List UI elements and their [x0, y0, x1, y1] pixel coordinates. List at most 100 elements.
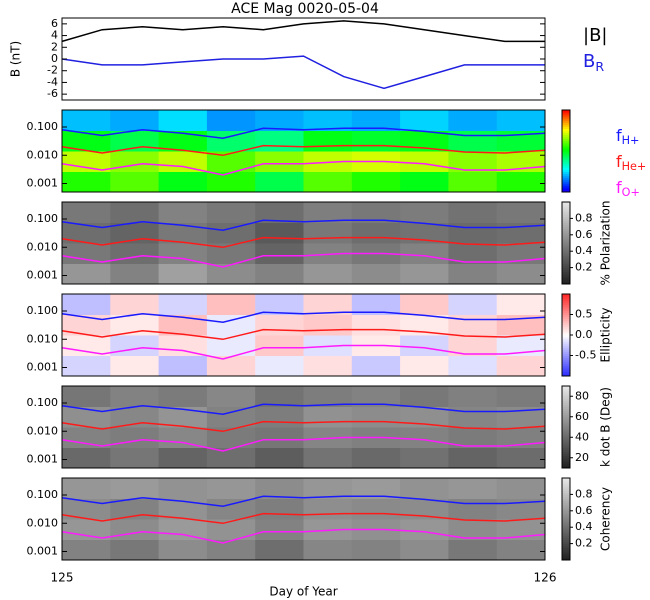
y-tick-label: 0.010 — [27, 148, 59, 161]
series-line — [61, 512, 546, 525]
colorbar-step — [562, 259, 570, 262]
heatmap-cell — [255, 406, 304, 428]
colorbar-step — [562, 222, 570, 226]
heatmap-cell — [400, 355, 449, 377]
heatmap-cell — [62, 386, 111, 407]
colorbar-step — [562, 463, 570, 467]
colorbar-step — [562, 359, 570, 363]
legend-name: B — [583, 51, 595, 72]
heatmap-cell — [110, 335, 160, 356]
heatmap-cell — [206, 355, 256, 377]
heatmap-cell — [255, 222, 304, 244]
colorbar-step — [562, 521, 570, 524]
colorbar-step — [562, 339, 570, 342]
heatmap-cell — [496, 447, 546, 469]
y-tick-label: 0.001 — [27, 360, 59, 373]
heatmap-cell — [303, 171, 353, 193]
colorbar-step — [562, 439, 570, 442]
colorbar-step — [562, 279, 570, 283]
heatmap-cell — [62, 478, 111, 499]
y-tick-label: 0.001 — [27, 544, 59, 557]
heatmap-cell — [496, 519, 546, 540]
heatmap-cell — [62, 447, 111, 469]
y-tick-label: -4 — [47, 75, 58, 88]
colorbar-step — [562, 294, 570, 297]
colorbar-step — [562, 398, 570, 401]
heatmap-cell — [496, 335, 546, 356]
colorbar-step — [562, 253, 570, 256]
chart-title: ACE Mag 0020-05-04 — [231, 1, 379, 17]
colorbar-tick-label: 0.0 — [575, 328, 593, 341]
colorbar-tick-label: 0.6 — [575, 504, 593, 517]
plot-frame — [61, 385, 546, 469]
heatmap-cell — [158, 151, 208, 172]
legend-entry: BR — [583, 51, 604, 74]
heatmap-cell — [351, 355, 401, 377]
heatmap-cell — [400, 314, 449, 336]
colorbar-step — [562, 355, 570, 359]
colorbar-step — [562, 353, 570, 356]
colorbar-step — [562, 257, 570, 260]
colorbar-step — [562, 312, 570, 315]
colorbar-step — [562, 441, 570, 444]
heatmap-cell — [351, 478, 401, 499]
colorbar-step — [562, 488, 570, 491]
colorbar-step — [562, 247, 570, 250]
colorbar-step — [562, 175, 570, 179]
heatmap-cell — [158, 171, 208, 193]
colorbar-step — [562, 416, 570, 420]
colorbar-step — [562, 314, 570, 318]
legend-name: f — [616, 152, 622, 171]
colorbar-step — [562, 112, 570, 115]
colorbar-step — [562, 373, 570, 377]
colorbar-step — [562, 161, 570, 164]
heatmap-cell — [303, 498, 353, 520]
heatmap-cell — [158, 335, 208, 356]
colorbar-step — [562, 484, 570, 487]
colorbar-tick-label: 40 — [575, 430, 589, 443]
heatmap-cell — [448, 151, 498, 172]
heatmap-cell — [496, 386, 546, 407]
colorbar-frame — [561, 201, 571, 285]
colorbar-tick-label: 80 — [575, 389, 589, 402]
heatmap-cell — [400, 222, 449, 244]
heatmap-cell — [496, 202, 546, 223]
colorbar-step — [562, 363, 570, 367]
heatmap-cell — [400, 406, 449, 428]
colorbar-step — [562, 482, 570, 485]
heatmap-cell — [448, 263, 498, 285]
heatmap-cell — [206, 498, 256, 520]
y-tick-label: 0.001 — [27, 268, 59, 281]
heatmap-cell — [448, 171, 498, 193]
colorbar-step — [562, 306, 570, 309]
heatmap-cell — [448, 498, 498, 520]
colorbar-step — [562, 455, 570, 459]
heatmap-cell — [158, 539, 208, 561]
colorbar-step — [562, 533, 570, 536]
colorbar-step — [562, 300, 570, 303]
heatmap-cell — [206, 386, 256, 407]
y-tick-label: 0.100 — [27, 488, 59, 501]
heatmap-cell — [255, 294, 304, 315]
heatmap-cell — [62, 427, 111, 448]
series-line — [61, 127, 546, 139]
series-line — [61, 420, 546, 433]
colorbar-step — [562, 167, 570, 170]
x-tick-label: 125 — [51, 571, 74, 585]
colorbar-step — [562, 332, 570, 336]
colorbar-step — [562, 351, 570, 354]
heatmap-cell — [303, 314, 353, 336]
heatmap-cell — [206, 447, 256, 469]
colorbar-step — [562, 343, 570, 346]
colorbar-step — [562, 394, 570, 397]
heatmap-cell — [351, 314, 401, 336]
colorbar-step — [562, 275, 570, 279]
y-tick-label: 0.010 — [27, 240, 59, 253]
colorbar-step — [562, 500, 570, 504]
heatmap-cell — [255, 386, 304, 407]
colorbar-step — [562, 126, 570, 129]
colorbar-step — [562, 539, 570, 543]
colorbar-tick-label: 0.4 — [575, 244, 593, 257]
heatmap-cell — [496, 294, 546, 315]
colorbar-tick-label: 20 — [575, 451, 589, 464]
